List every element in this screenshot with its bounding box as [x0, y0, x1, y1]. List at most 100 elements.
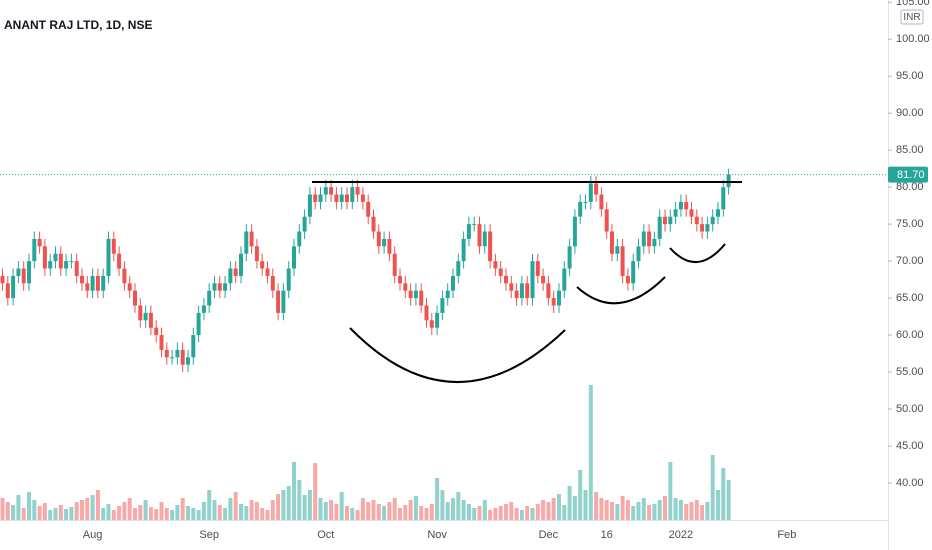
- candle-body: [302, 216, 307, 232]
- currency: INR: [903, 12, 920, 23]
- volume-bar: [21, 508, 26, 520]
- volume-bar: [201, 502, 206, 520]
- candle-body: [366, 201, 371, 217]
- candle-body: [265, 268, 270, 276]
- candle-body: [360, 194, 365, 202]
- volume-bar: [212, 500, 217, 520]
- candle-body: [663, 216, 667, 225]
- candle-body: [270, 275, 275, 291]
- candle-body: [323, 187, 328, 195]
- candle-body: [133, 290, 137, 306]
- candle-body: [16, 268, 21, 276]
- volume-bar: [143, 500, 148, 520]
- volume-bar: [721, 468, 726, 520]
- y-tick-label: 75.00: [896, 218, 924, 230]
- volume-bar: [504, 504, 508, 520]
- candle-body: [509, 283, 514, 291]
- volume-bar: [148, 507, 153, 520]
- candle-body: [456, 261, 461, 276]
- candle-body: [535, 261, 540, 276]
- candle-body: [376, 231, 381, 247]
- candle-body: [292, 246, 296, 269]
- candle-body: [726, 174, 731, 188]
- candle-body: [80, 275, 84, 284]
- volume-bar: [557, 494, 561, 520]
- candle-body: [488, 231, 493, 262]
- volume-bar: [323, 502, 328, 520]
- volume-bar: [461, 500, 466, 520]
- candle-body: [721, 187, 726, 210]
- volume-bar: [429, 504, 434, 520]
- volume-bar: [488, 510, 493, 520]
- volume-bar: [101, 508, 106, 520]
- candle-body: [64, 261, 69, 269]
- candle-body: [567, 246, 572, 269]
- candle-body: [594, 183, 599, 195]
- y-tick-label: 60.00: [896, 329, 924, 341]
- candle-body: [260, 261, 265, 269]
- candle-body: [413, 290, 418, 299]
- candle-body: [684, 201, 689, 210]
- volume-bar: [74, 502, 79, 520]
- candle-body: [180, 349, 185, 365]
- volume-bar: [562, 505, 567, 520]
- volume-bar: [159, 502, 164, 520]
- currency-box: [900, 9, 924, 25]
- volume-bar: [254, 502, 259, 520]
- candle-body: [339, 194, 344, 202]
- candle-body: [435, 312, 440, 328]
- volume-bar: [366, 502, 371, 520]
- candle-body: [451, 275, 455, 291]
- volume-bar: [260, 508, 265, 520]
- volume-bar: [355, 510, 360, 520]
- volume-bar: [53, 508, 58, 520]
- candle-body: [281, 290, 286, 313]
- volume-bar: [477, 506, 482, 520]
- last-price-label: 81.70: [897, 169, 925, 181]
- volume-bar: [265, 510, 270, 520]
- x-tick-label: Feb: [777, 529, 796, 541]
- volume-bar: [413, 496, 418, 520]
- volume-bar: [583, 490, 588, 520]
- volume-bar: [191, 508, 196, 520]
- volume-bar: [700, 505, 705, 520]
- candle-body: [244, 231, 249, 254]
- volume-bar: [424, 508, 429, 520]
- volume-bar: [307, 490, 312, 520]
- candle-body: [313, 194, 318, 202]
- volume-bar: [133, 508, 137, 520]
- volume-bar: [525, 506, 530, 520]
- volume-bar: [37, 506, 42, 520]
- candle-body: [392, 253, 397, 276]
- volume-bar: [684, 504, 689, 520]
- volume-bar: [615, 504, 620, 520]
- cup-arc: [349, 327, 566, 383]
- y-tick-label: 45.00: [896, 440, 924, 452]
- candle-body: [546, 283, 551, 299]
- candle-body: [154, 327, 159, 336]
- candle-body: [228, 268, 233, 284]
- candle-body: [286, 268, 291, 291]
- candle-body: [493, 261, 498, 269]
- volume-bar: [610, 502, 614, 520]
- volume-bar: [42, 503, 47, 520]
- volume-bar: [599, 498, 604, 520]
- candle-body: [578, 201, 583, 217]
- candle-body: [58, 253, 63, 269]
- volume-bar: [85, 498, 90, 520]
- candle-body: [127, 283, 132, 291]
- y-tick-label: 55.00: [896, 366, 924, 378]
- candle-body: [170, 357, 175, 359]
- candle-body: [551, 298, 556, 306]
- volume-bar: [239, 504, 243, 520]
- volume-bar: [710, 455, 715, 520]
- volume-bar: [138, 505, 143, 520]
- volume-bar: [530, 508, 535, 520]
- candle-body: [355, 187, 360, 195]
- volume-bar: [578, 470, 583, 520]
- y-tick-label: 85.00: [896, 144, 924, 156]
- candle-body: [249, 231, 254, 247]
- volume-bar: [217, 505, 222, 520]
- candle-body: [440, 298, 445, 313]
- candle-body: [408, 290, 413, 299]
